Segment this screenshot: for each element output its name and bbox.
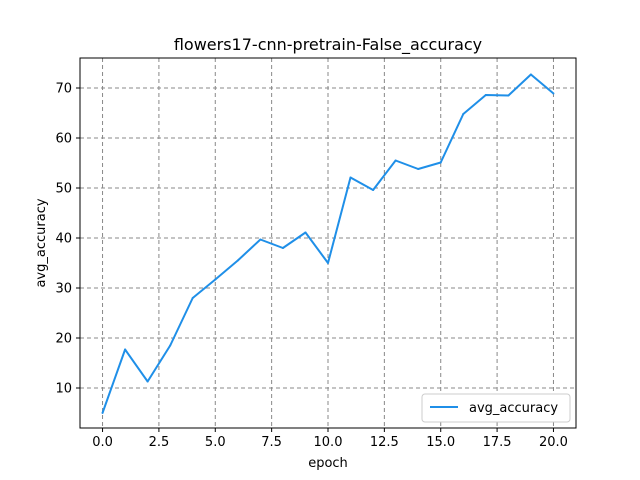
data-point <box>552 92 555 95</box>
data-point <box>417 168 420 170</box>
y-tick-label: 40 <box>55 232 72 247</box>
data-point <box>146 380 149 383</box>
data-point <box>304 231 307 234</box>
y-tick-label: 50 <box>55 182 72 197</box>
x-tick-label: 5.0 <box>205 435 226 450</box>
x-tick-label: 10.0 <box>314 435 343 450</box>
data-point <box>394 159 397 162</box>
data-point <box>507 94 510 97</box>
x-tick-label: 2.5 <box>149 435 170 450</box>
x-tick-label: 0.0 <box>92 435 113 450</box>
y-tick-label: 30 <box>55 282 72 297</box>
data-point <box>462 113 465 115</box>
y-axis: 10 20 30 40 50 60 70 <box>55 82 80 397</box>
x-tick-label: 20.0 <box>539 435 568 450</box>
data-point <box>281 247 284 249</box>
y-tick-label: 70 <box>55 82 72 97</box>
data-point <box>484 94 487 96</box>
data-point <box>529 73 532 76</box>
y-axis-label: avg_accuracy <box>34 198 49 287</box>
data-point <box>349 176 352 179</box>
data-point <box>214 278 217 281</box>
x-axis-label: epoch <box>308 456 348 471</box>
legend-box <box>421 393 571 423</box>
series-layer <box>101 73 555 414</box>
legend-label: avg_accuracy <box>469 401 558 416</box>
chart-title: flowers17-cnn-pretrain-False_accuracy <box>174 35 482 55</box>
data-point <box>327 262 329 264</box>
data-point <box>124 348 127 351</box>
data-point <box>169 344 172 347</box>
data-point <box>236 259 239 262</box>
y-tick-label: 10 <box>55 382 72 397</box>
x-tick-label: 17.5 <box>483 435 512 450</box>
legend: avg_accuracy <box>421 393 571 423</box>
x-tick-label: 12.5 <box>370 435 399 450</box>
data-point <box>372 189 375 191</box>
data-point <box>191 297 194 299</box>
data-point <box>439 161 442 164</box>
x-axis: 0.0 2.5 5.0 7.5 10.0 12.5 15.0 17.5 20.0 <box>92 428 568 450</box>
data-point <box>259 238 262 241</box>
y-tick-label: 60 <box>55 132 72 147</box>
data-point <box>101 412 104 414</box>
x-tick-label: 15.0 <box>426 435 455 450</box>
x-tick-label: 7.5 <box>261 435 282 450</box>
y-tick-label: 20 <box>55 332 72 347</box>
